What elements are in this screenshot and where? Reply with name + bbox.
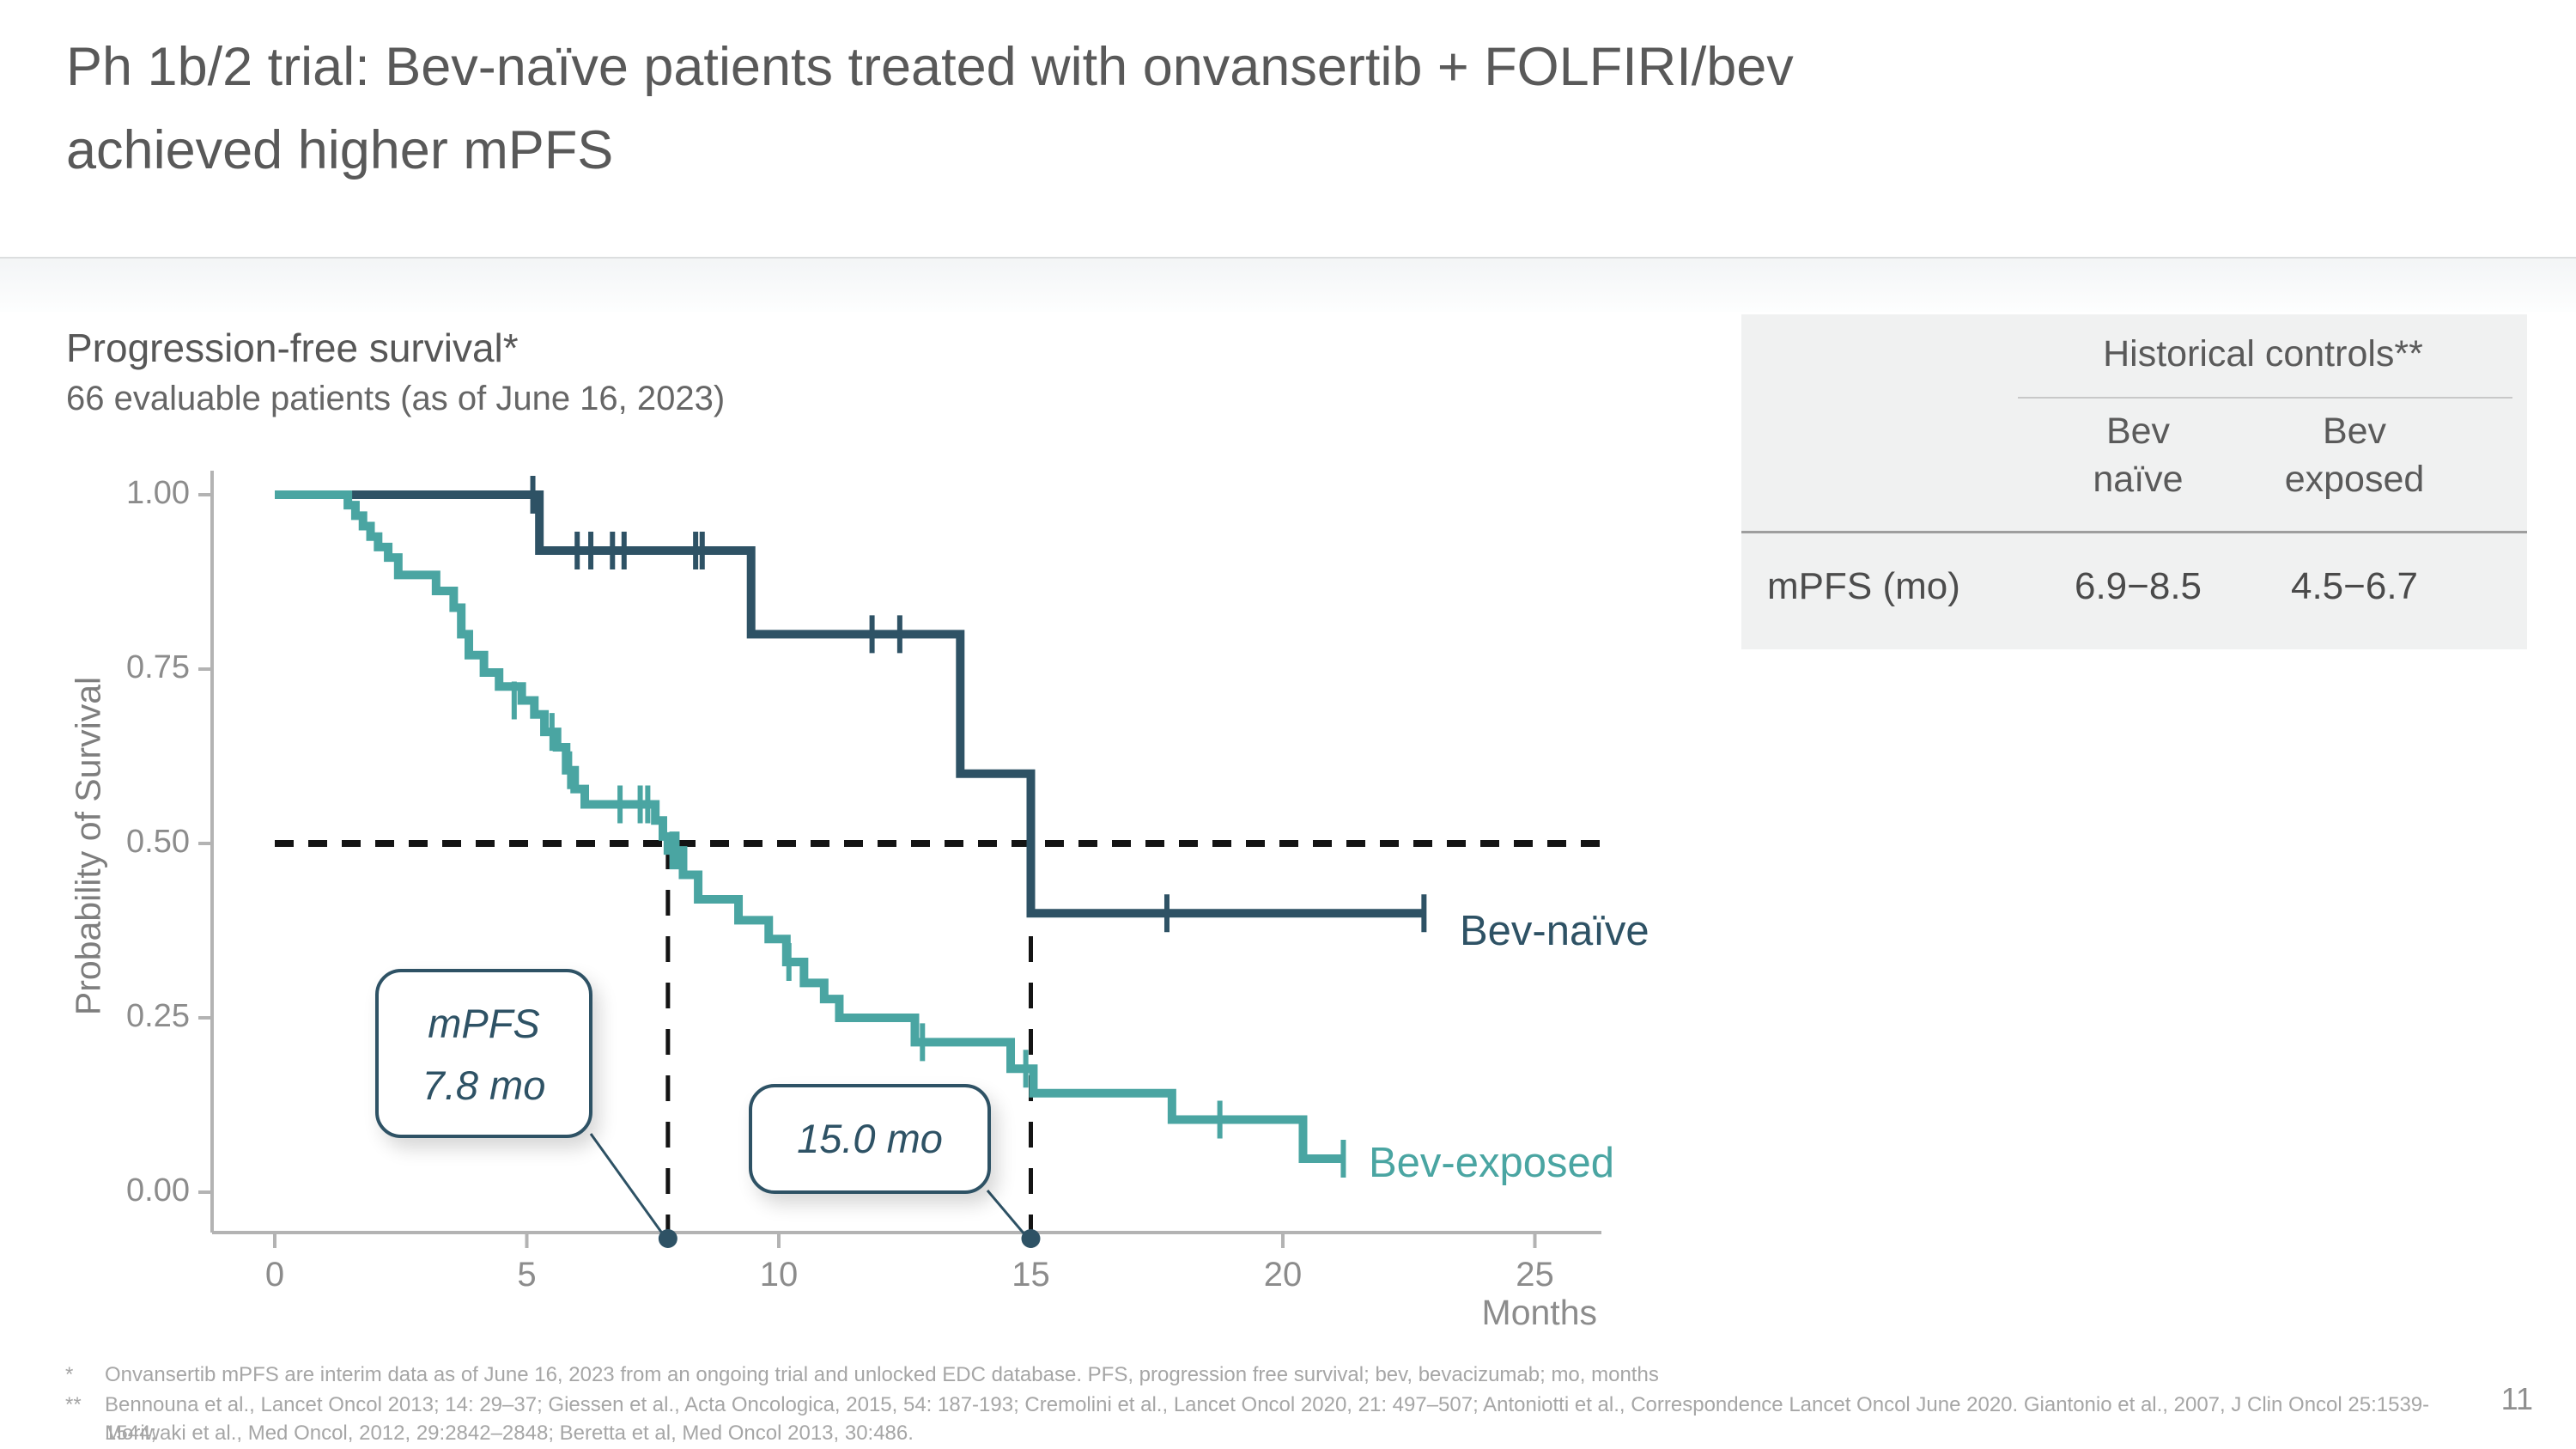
footnote-1-marker: * [65,1363,74,1386]
table-row-label-mpfs: mPFS (mo) [1767,565,1960,607]
y-tick-label: 1.00 [126,475,190,511]
footnote-2-marker: ** [65,1393,82,1416]
x-tick-label: 0 [265,1256,284,1294]
footnote-1-text: Onvansertib mPFS are interim data as of … [105,1363,1659,1386]
slide-title-line1: Ph 1b/2 trial: Bev-naïve patients treate… [66,37,1794,97]
column-header-bev-naive: Bev naïve [2065,407,2211,503]
callout-mpfs-15-0: 15.0 mo [749,1084,991,1194]
y-tick-label: 0.50 [126,824,190,860]
page-number: 11 [2500,1381,2533,1416]
series-label-bev-exposed: Bev-exposed [1369,1140,1615,1186]
table-divider-line [1741,531,2527,533]
x-tick-label: 15 [1012,1256,1050,1294]
header-gradient-band [0,259,2576,312]
y-tick-label: 0.25 [126,998,190,1034]
column-header-bev-exposed-line2: exposed [2284,459,2425,500]
historical-controls-header-underline [2018,397,2512,399]
column-header-bev-naive-line2: naïve [2093,459,2184,500]
callout-mpfs-7-8: mPFS 7.8 mo [375,969,592,1138]
callout-mpfs-label: mPFS [428,1001,540,1046]
y-tick-label: 0.00 [126,1172,190,1209]
column-header-bev-exposed-line1: Bev [2322,411,2387,452]
footnote-2-text-continued: Moriwaki et al., Med Oncol, 2012, 29:284… [105,1422,914,1445]
x-axis-title: Months [1481,1293,1597,1332]
slide-title-line2: achieved higher mPFS [66,120,614,180]
x-tick-label: 25 [1516,1256,1554,1294]
x-tick-label: 10 [760,1256,799,1294]
km-curve-bev-na-ve [275,490,1425,918]
chart-subtitle: 66 evaluable patients (as of June 16, 20… [66,380,726,417]
x-tick-label: 20 [1264,1256,1303,1294]
column-header-bev-exposed: Bev exposed [2255,407,2454,503]
series-label-bev-naive: Bev-naïve [1460,908,1649,954]
historical-controls-table: Historical controls** Bev naïve Bev expo… [1741,314,2527,649]
footnote-2-text: Bennouna et al., Lancet Oncol 2013; 14: … [105,1393,2430,1445]
table-value-bev-naive: 6.9−8.5 [2074,565,2202,607]
historical-controls-header: Historical controls** [2103,333,2423,374]
y-tick-label: 0.75 [126,649,190,685]
y-axis-title: Probability of Survival [68,676,108,1016]
header-divider [0,257,2576,259]
callout-leader-2 [986,1190,1029,1239]
table-value-bev-exposed: 4.5−6.7 [2290,565,2419,607]
x-tick-label: 5 [517,1256,536,1294]
callout-mpfs-value: 7.8 mo [422,1062,546,1108]
median-axis-dot [1021,1229,1041,1248]
median-axis-dot [658,1229,677,1248]
callout-leader-1 [589,1133,667,1239]
chart-title: Progression-free survival* [66,326,519,370]
column-header-bev-naive-line1: Bev [2105,411,2171,452]
slide-title: Ph 1b/2 trial: Bev-naïve patients treate… [66,26,2505,192]
